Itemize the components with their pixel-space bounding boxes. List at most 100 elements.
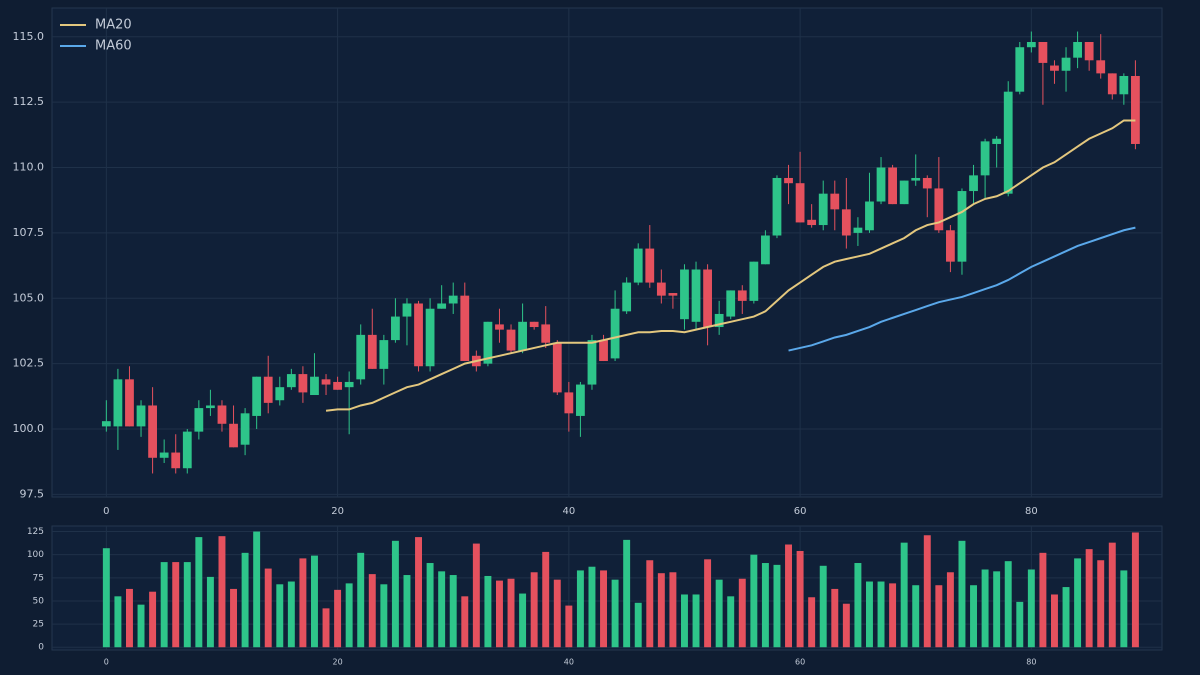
volume-bar xyxy=(773,564,781,648)
volume-bar xyxy=(553,579,561,648)
candle-body xyxy=(552,342,562,393)
volume-bar xyxy=(449,575,457,648)
volume-bar xyxy=(357,552,365,648)
volume-bar xyxy=(461,596,469,648)
candle-body xyxy=(1003,91,1013,194)
candle-body xyxy=(263,376,273,403)
candle-body xyxy=(460,295,470,362)
candle-body xyxy=(969,175,978,192)
candle-body xyxy=(1107,73,1117,95)
y-tick-label: 0 xyxy=(38,643,44,653)
volume-bar xyxy=(970,585,977,648)
volume-bar xyxy=(230,588,237,648)
volume-bar xyxy=(1108,542,1116,648)
volume-bar xyxy=(149,591,157,648)
volume-bar xyxy=(657,573,665,648)
y-tick-label: 75 xyxy=(33,573,44,583)
volume-bar xyxy=(993,571,1001,648)
candle-body xyxy=(980,141,990,176)
x-tick-label: 40 xyxy=(564,658,574,667)
candle-body xyxy=(310,376,319,396)
volume-bar xyxy=(311,555,318,648)
candle-body xyxy=(217,405,227,424)
candle-body xyxy=(333,381,342,390)
volume-bar xyxy=(1051,594,1058,648)
candle-body xyxy=(229,423,238,448)
volume-bar xyxy=(576,570,584,648)
volume-bar xyxy=(669,572,677,648)
x-tick-label: 60 xyxy=(795,658,805,667)
candle-body xyxy=(830,193,840,210)
volume-bar xyxy=(981,569,989,648)
candle-body xyxy=(853,227,863,233)
volume-bar xyxy=(1027,569,1035,648)
volume-bar xyxy=(530,572,538,648)
volume-bar xyxy=(206,576,214,648)
volume-bar xyxy=(368,574,376,648)
x-tick-label: 60 xyxy=(794,506,807,517)
candle-body xyxy=(1119,75,1129,95)
candle-body xyxy=(656,282,666,296)
plot-area xyxy=(51,7,1163,498)
candle-body xyxy=(1015,47,1025,92)
candle-body xyxy=(182,431,192,469)
volume-bar xyxy=(1016,601,1024,648)
x-tick-label: 80 xyxy=(1025,506,1038,517)
y-tick-label: 105.0 xyxy=(13,291,45,304)
volume-bar xyxy=(715,579,723,648)
volume-bar xyxy=(380,584,388,648)
candle-body xyxy=(1061,57,1071,71)
candle-body xyxy=(564,392,574,414)
candle-body xyxy=(610,308,620,359)
volume-bar xyxy=(588,566,596,648)
candle-body xyxy=(275,387,285,401)
x-tick-label: 20 xyxy=(331,506,344,517)
y-tick-label: 107.5 xyxy=(13,226,45,239)
volume-bar xyxy=(415,537,422,648)
legend-label: MA60 xyxy=(95,39,132,54)
volume-bar xyxy=(519,593,527,648)
x-tick-label: 0 xyxy=(103,506,109,517)
volume-bar xyxy=(507,578,515,648)
candle-body xyxy=(448,295,458,304)
candle-body xyxy=(714,313,724,328)
volume-bar xyxy=(403,575,411,648)
candle-body xyxy=(529,321,539,328)
y-tick-label: 102.5 xyxy=(13,357,45,370)
volume-bar xyxy=(600,570,607,648)
x-tick-label: 80 xyxy=(1026,658,1036,667)
volume-bar xyxy=(276,584,284,648)
y-tick-label: 97.5 xyxy=(20,487,45,500)
candle-body xyxy=(795,183,805,223)
volume-bar xyxy=(704,559,712,648)
candle-body xyxy=(911,177,921,181)
volume-bar xyxy=(692,594,700,648)
volume-bar xyxy=(1062,587,1070,648)
candle-body xyxy=(391,316,400,341)
candle-body xyxy=(125,379,134,427)
candle-body xyxy=(645,248,655,283)
y-tick-label: 115.0 xyxy=(13,30,45,43)
candle-body xyxy=(737,290,747,301)
candle-body xyxy=(367,334,377,369)
volume-bar xyxy=(218,536,226,648)
candle-body xyxy=(992,138,1002,144)
volume-bar xyxy=(114,596,122,648)
candle-body xyxy=(113,379,123,427)
volume-bar xyxy=(727,596,735,648)
y-tick-label: 125 xyxy=(27,527,44,537)
volume-bar xyxy=(831,588,839,648)
candle-body xyxy=(1084,41,1094,61)
volume-bar xyxy=(1039,552,1047,648)
candle-body xyxy=(171,452,181,469)
candle-body xyxy=(784,177,793,184)
volume-bar xyxy=(287,581,295,648)
candle-body xyxy=(541,324,551,343)
candle-body xyxy=(1038,41,1048,63)
candle-body xyxy=(286,374,296,388)
volume-bar xyxy=(472,543,480,648)
candle-body xyxy=(899,180,909,205)
y-tick-label: 110.0 xyxy=(13,161,45,174)
volume-bar xyxy=(126,588,133,648)
candle-body xyxy=(1131,75,1140,144)
